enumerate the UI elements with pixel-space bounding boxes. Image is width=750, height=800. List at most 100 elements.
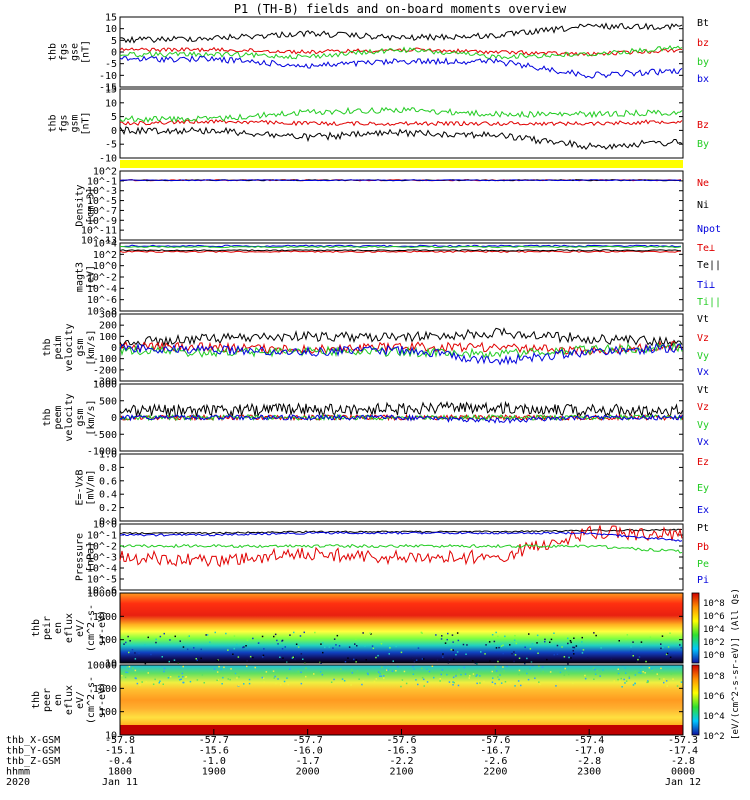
peim-vel-ylabel-4: [km/s] <box>86 329 97 365</box>
traces-peem-vel <box>119 400 683 424</box>
panel-fgs-gsm: 15 10 5 0 -5 -10 <box>99 85 684 165</box>
series-peem-vel-Vx <box>119 413 683 424</box>
xaxis-row-2-value-1: -1.0 <box>202 756 226 767</box>
peer-spec-tick-1: 1000 <box>93 684 117 695</box>
fgs-gse-legend-Bt: Bt <box>697 18 709 29</box>
peim-vel-tick-5: -200 <box>93 365 117 376</box>
peim-vel-tick-2: 100 <box>99 332 117 343</box>
series-fgs-gse-bz <box>119 46 683 57</box>
fgs-gsm-tick-3: 0 <box>111 126 117 137</box>
xaxis-row-1-value-0: -15.1 <box>105 746 135 757</box>
series-peim-vel-Vt <box>119 327 683 348</box>
temp-tick-4: 10^-4 <box>87 284 117 295</box>
panel-efield: 1.0 0.8 0.6 0.4 0.2 0.0 <box>99 450 684 528</box>
colorbar-lower-tick-2: 10^4 <box>703 712 725 722</box>
fgs-gsm-tick-1: 10 <box>105 98 117 109</box>
pressure-legend-Pt: Pt <box>697 523 709 534</box>
fgs-gsm-legend-Bx: Bx <box>697 0 709 3</box>
colorbar-lower-tick-1: 10^6 <box>703 692 725 702</box>
fgs-gse-ylabel-3: [nT] <box>81 40 92 64</box>
traces-temp <box>119 244 682 253</box>
fgs-gsm-tick-4: -5 <box>105 140 117 151</box>
pressure-tick-5: 10^-5 <box>87 575 117 586</box>
fgs-gse-tick-6: -15 <box>99 83 117 94</box>
series-fgs-gse-bx <box>119 54 683 79</box>
xaxis-row-2-value-2: -1.7 <box>296 756 320 767</box>
peer-spec-ylabel-3: eflux <box>64 685 75 715</box>
peer-spec-ylabel-0: thb <box>31 691 42 709</box>
xaxis-row-label-3: hhmm <box>6 767 30 778</box>
peer-spec-ylabel-4: eV/ <box>75 691 86 709</box>
efield-ylabel-0: E=-VxB <box>75 469 86 505</box>
fgs-gse-tick-5: -10 <box>99 71 117 82</box>
xaxis-row-0-value-4: -57.6 <box>480 735 510 746</box>
temp-ylabel-0: magt3 <box>75 262 86 292</box>
xaxis-row-0-value-2: -57.7 <box>293 735 323 746</box>
peir-spec-ylabel-1: peir <box>42 616 53 640</box>
xaxis-row-1-value-4: -16.7 <box>480 746 510 757</box>
xaxis-row-1-value-1: -15.6 <box>199 746 229 757</box>
density-tick-0: 10^2 <box>93 167 117 178</box>
xaxis-row-2-value-5: -2.8 <box>577 756 601 767</box>
panel-peir-spec: 10000 1000 100 10 <box>87 589 684 670</box>
fgs-gse-legend-bx: bx <box>697 74 709 85</box>
pressure-tick-6: 10^-6 <box>87 586 117 597</box>
peem-vel-tick-2: 0 <box>111 413 117 424</box>
density-frame <box>119 170 684 241</box>
density-tick-7: 10^-13 <box>81 236 117 247</box>
efield-legend-Ez: Ez <box>697 457 709 468</box>
peir-spec-ylabel-6: sr-eV) <box>97 610 108 646</box>
peim-vel-legend-Vt: Vt <box>697 314 709 325</box>
pressure-legend-Pi: Pi <box>697 575 709 586</box>
peim-vel-ylabel-0: thb <box>42 338 53 356</box>
xaxis-row-3-value-5: 2300 <box>577 767 601 778</box>
peir-spec-ylabel-2: en <box>53 622 64 634</box>
fgs-gsm-legend-Bz: Bz <box>697 120 709 131</box>
peim-vel-tick-6: -300 <box>93 377 117 388</box>
peim-vel-legend-Vx: Vx <box>697 367 709 378</box>
flag-bar <box>120 160 683 168</box>
colorbar-upper-tick-4: 10^0 <box>703 651 725 661</box>
fgs-gse-legend-by: by <box>697 57 709 68</box>
series-peim-vel-Vx <box>119 342 683 366</box>
panel-flag <box>120 160 683 168</box>
efield-tick-0: 1.0 <box>99 450 117 461</box>
peir-spec-frame <box>119 592 684 664</box>
peem-vel-legend-Vt: Vt <box>697 385 709 396</box>
temp-ylabel-1: [eV] <box>86 265 97 289</box>
peim-vel-tick-1: 200 <box>99 321 117 332</box>
fgs-gse-tick-0: 15 <box>105 13 117 24</box>
density-legend-Npot: Npot <box>697 224 721 235</box>
efield-legend-Ey: Ey <box>697 483 709 494</box>
temp-legend-Ti||: Ti|| <box>697 297 721 308</box>
xaxis-row-label-2: thb_Z-GSM <box>6 756 60 767</box>
pressure-legend-Pb: Pb <box>697 542 709 553</box>
peir-spec-tick-3: 10 <box>105 659 117 670</box>
peir-spec-image <box>120 593 683 663</box>
peem-vel-tick-1: 500 <box>99 396 117 407</box>
series-temp-Ti|| <box>120 245 682 249</box>
temp-tick-1: 10^2 <box>93 250 117 261</box>
peir-spec-ylabel-3: eflux <box>64 613 75 643</box>
peer-spec-tick-0: 10000 <box>87 661 117 672</box>
series-fgs-gse-by <box>119 44 683 60</box>
peer-spec-ylabel-5: (cm^2-s- <box>86 676 97 724</box>
fgs-gsm-tick-5: -10 <box>99 154 117 165</box>
peer-spec-ylabel-2: en <box>53 694 64 706</box>
density-tick-1: 10^-1 <box>87 176 117 187</box>
peim-vel-ylabel-2: velocity <box>64 323 75 371</box>
density-ylabel-1: [cm-3] <box>86 187 97 223</box>
series-peim-vel-Vz <box>119 340 683 356</box>
xaxis-row-label-0: thb_X-GSM <box>6 735 60 746</box>
xaxis-row-1-value-3: -16.3 <box>386 746 416 757</box>
colorbar-upper-tick-2: 10^4 <box>703 625 725 635</box>
xaxis-row-3-value-4: 2200 <box>483 767 507 778</box>
temp-tick-6: 10^-8 <box>87 307 117 318</box>
peem-vel-ylabel-3: gsm <box>75 408 86 426</box>
series-density-Npot <box>119 179 682 182</box>
peem-vel-ylabel-0: thb <box>42 408 53 426</box>
density-tick-5: 10^-9 <box>87 216 117 227</box>
traces-fgs-gsm <box>119 106 683 151</box>
peer-spec-ylabel-1: peer <box>42 688 53 712</box>
